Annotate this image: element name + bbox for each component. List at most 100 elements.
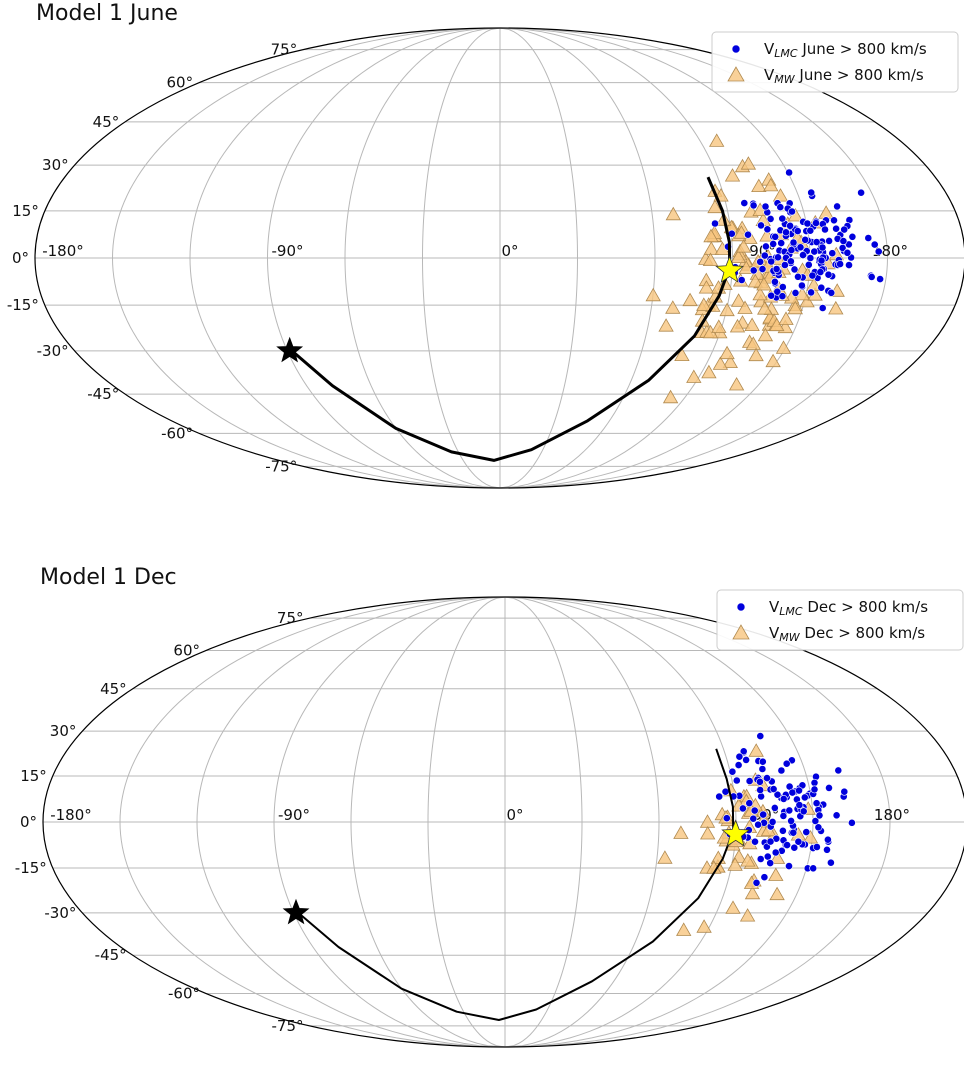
lmc-point: [823, 845, 831, 854]
lon-tick-label: -90°: [278, 806, 310, 824]
lat-tick-label: -30°: [37, 342, 69, 360]
lmc-point: [773, 790, 782, 799]
lmc-point: [821, 225, 829, 234]
legend-label-subscript: LMC: [779, 605, 803, 618]
lmc-point: [756, 257, 765, 266]
lmc-point: [840, 787, 849, 796]
mw-point: [757, 327, 774, 342]
lmc-point: [834, 766, 843, 775]
mw-point: [725, 900, 741, 914]
lmc-point: [812, 219, 820, 227]
lmc-point: [779, 826, 787, 835]
track-start-star: [282, 898, 310, 925]
lmc-point: [779, 794, 788, 803]
lmc-point: [760, 251, 769, 260]
mw-point: [756, 276, 772, 291]
lmc-orbit-track: [297, 748, 735, 1021]
lmc-point: [876, 275, 884, 283]
lon-tick-label: 0°: [506, 806, 523, 824]
mw-point: [737, 300, 753, 314]
legend-lmc-marker: [731, 44, 741, 54]
lmc-point: [824, 835, 832, 844]
lmc-point: [848, 818, 856, 827]
mw-point: [802, 829, 819, 844]
lmc-point: [756, 786, 765, 794]
lat-tick-label: 60°: [166, 74, 193, 92]
lmc-series: [715, 732, 856, 887]
legend-label-prefix: V: [769, 624, 780, 642]
mw-point: [757, 301, 773, 315]
lmc-point: [817, 283, 826, 292]
lmc-point: [742, 755, 750, 764]
lmc-point: [734, 761, 743, 769]
legend-box: [716, 589, 964, 651]
legend-mw-marker: [727, 66, 745, 82]
legend-label-subscript: LMC: [774, 47, 798, 60]
lmc-point: [832, 811, 841, 820]
mw-point: [719, 302, 735, 317]
lmc-point: [810, 785, 819, 794]
mw-point: [702, 252, 719, 267]
mw-point: [778, 311, 794, 325]
lmc-point: [824, 270, 833, 279]
lat-tick-label: -75°: [272, 1017, 304, 1035]
meridian-gridline: [350, 596, 506, 1048]
lmc-point: [769, 785, 778, 793]
lat-tick-label: 30°: [50, 722, 77, 740]
lmc-point: [774, 253, 782, 262]
lmc-point: [836, 260, 844, 268]
lmc-point: [787, 816, 795, 825]
mw-point: [775, 340, 792, 354]
mw-point: [657, 850, 673, 864]
lmc-point: [799, 807, 808, 816]
lon-tick-label: -180°: [50, 806, 92, 824]
lmc-point: [782, 228, 790, 237]
mw-point: [696, 297, 712, 311]
mw-point: [700, 825, 716, 840]
lat-tick-label: 30°: [42, 156, 69, 174]
lmc-point: [760, 873, 769, 882]
lmc-point: [751, 837, 759, 846]
lmc-point: [828, 249, 837, 258]
mw-point: [748, 743, 764, 757]
lmc-point: [770, 803, 779, 812]
mw-point: [751, 178, 767, 193]
meridian-gridline: [273, 596, 506, 1048]
mollweide-sky-map: Model 1 Dec 75° 60° 45° 30° 15° 0° -15° -30° -45°…: [15, 565, 964, 1048]
mw-point: [665, 300, 681, 314]
lmc-point: [763, 852, 772, 861]
lmc-point: [806, 226, 815, 235]
lmc-point: [771, 277, 779, 286]
lmc-point: [874, 247, 883, 256]
lmc-point: [761, 202, 770, 211]
lmc-point: [782, 759, 791, 768]
lmc-point: [777, 766, 786, 775]
lmc-point: [789, 828, 798, 837]
lmc-point: [722, 814, 731, 823]
lmc-position-star: [715, 255, 744, 283]
lmc-point: [827, 858, 835, 867]
lmc-point: [757, 221, 765, 230]
lmc-point: [763, 225, 772, 234]
mw-point: [740, 156, 757, 170]
lmc-point: [745, 777, 754, 785]
mw-point: [747, 273, 763, 288]
mw-point: [728, 376, 745, 391]
lmc-point: [769, 239, 778, 248]
lat-tick-label: 15°: [20, 767, 47, 785]
meridian-gridline: [119, 596, 506, 1048]
mw-point: [673, 825, 689, 839]
lmc-point: [840, 225, 849, 234]
lmc-point: [808, 271, 817, 280]
lmc-point: [848, 232, 857, 241]
graticule: [43, 596, 964, 1048]
lon-tick-label: 180°: [872, 242, 908, 260]
mw-point: [738, 260, 754, 274]
mw-point: [674, 347, 690, 362]
mw-point: [658, 318, 674, 332]
lmc-orbit-track: [291, 176, 732, 462]
lmc-point: [749, 266, 758, 275]
lmc-point: [818, 304, 827, 312]
mw-point: [745, 336, 761, 350]
lmc-point: [807, 288, 815, 297]
